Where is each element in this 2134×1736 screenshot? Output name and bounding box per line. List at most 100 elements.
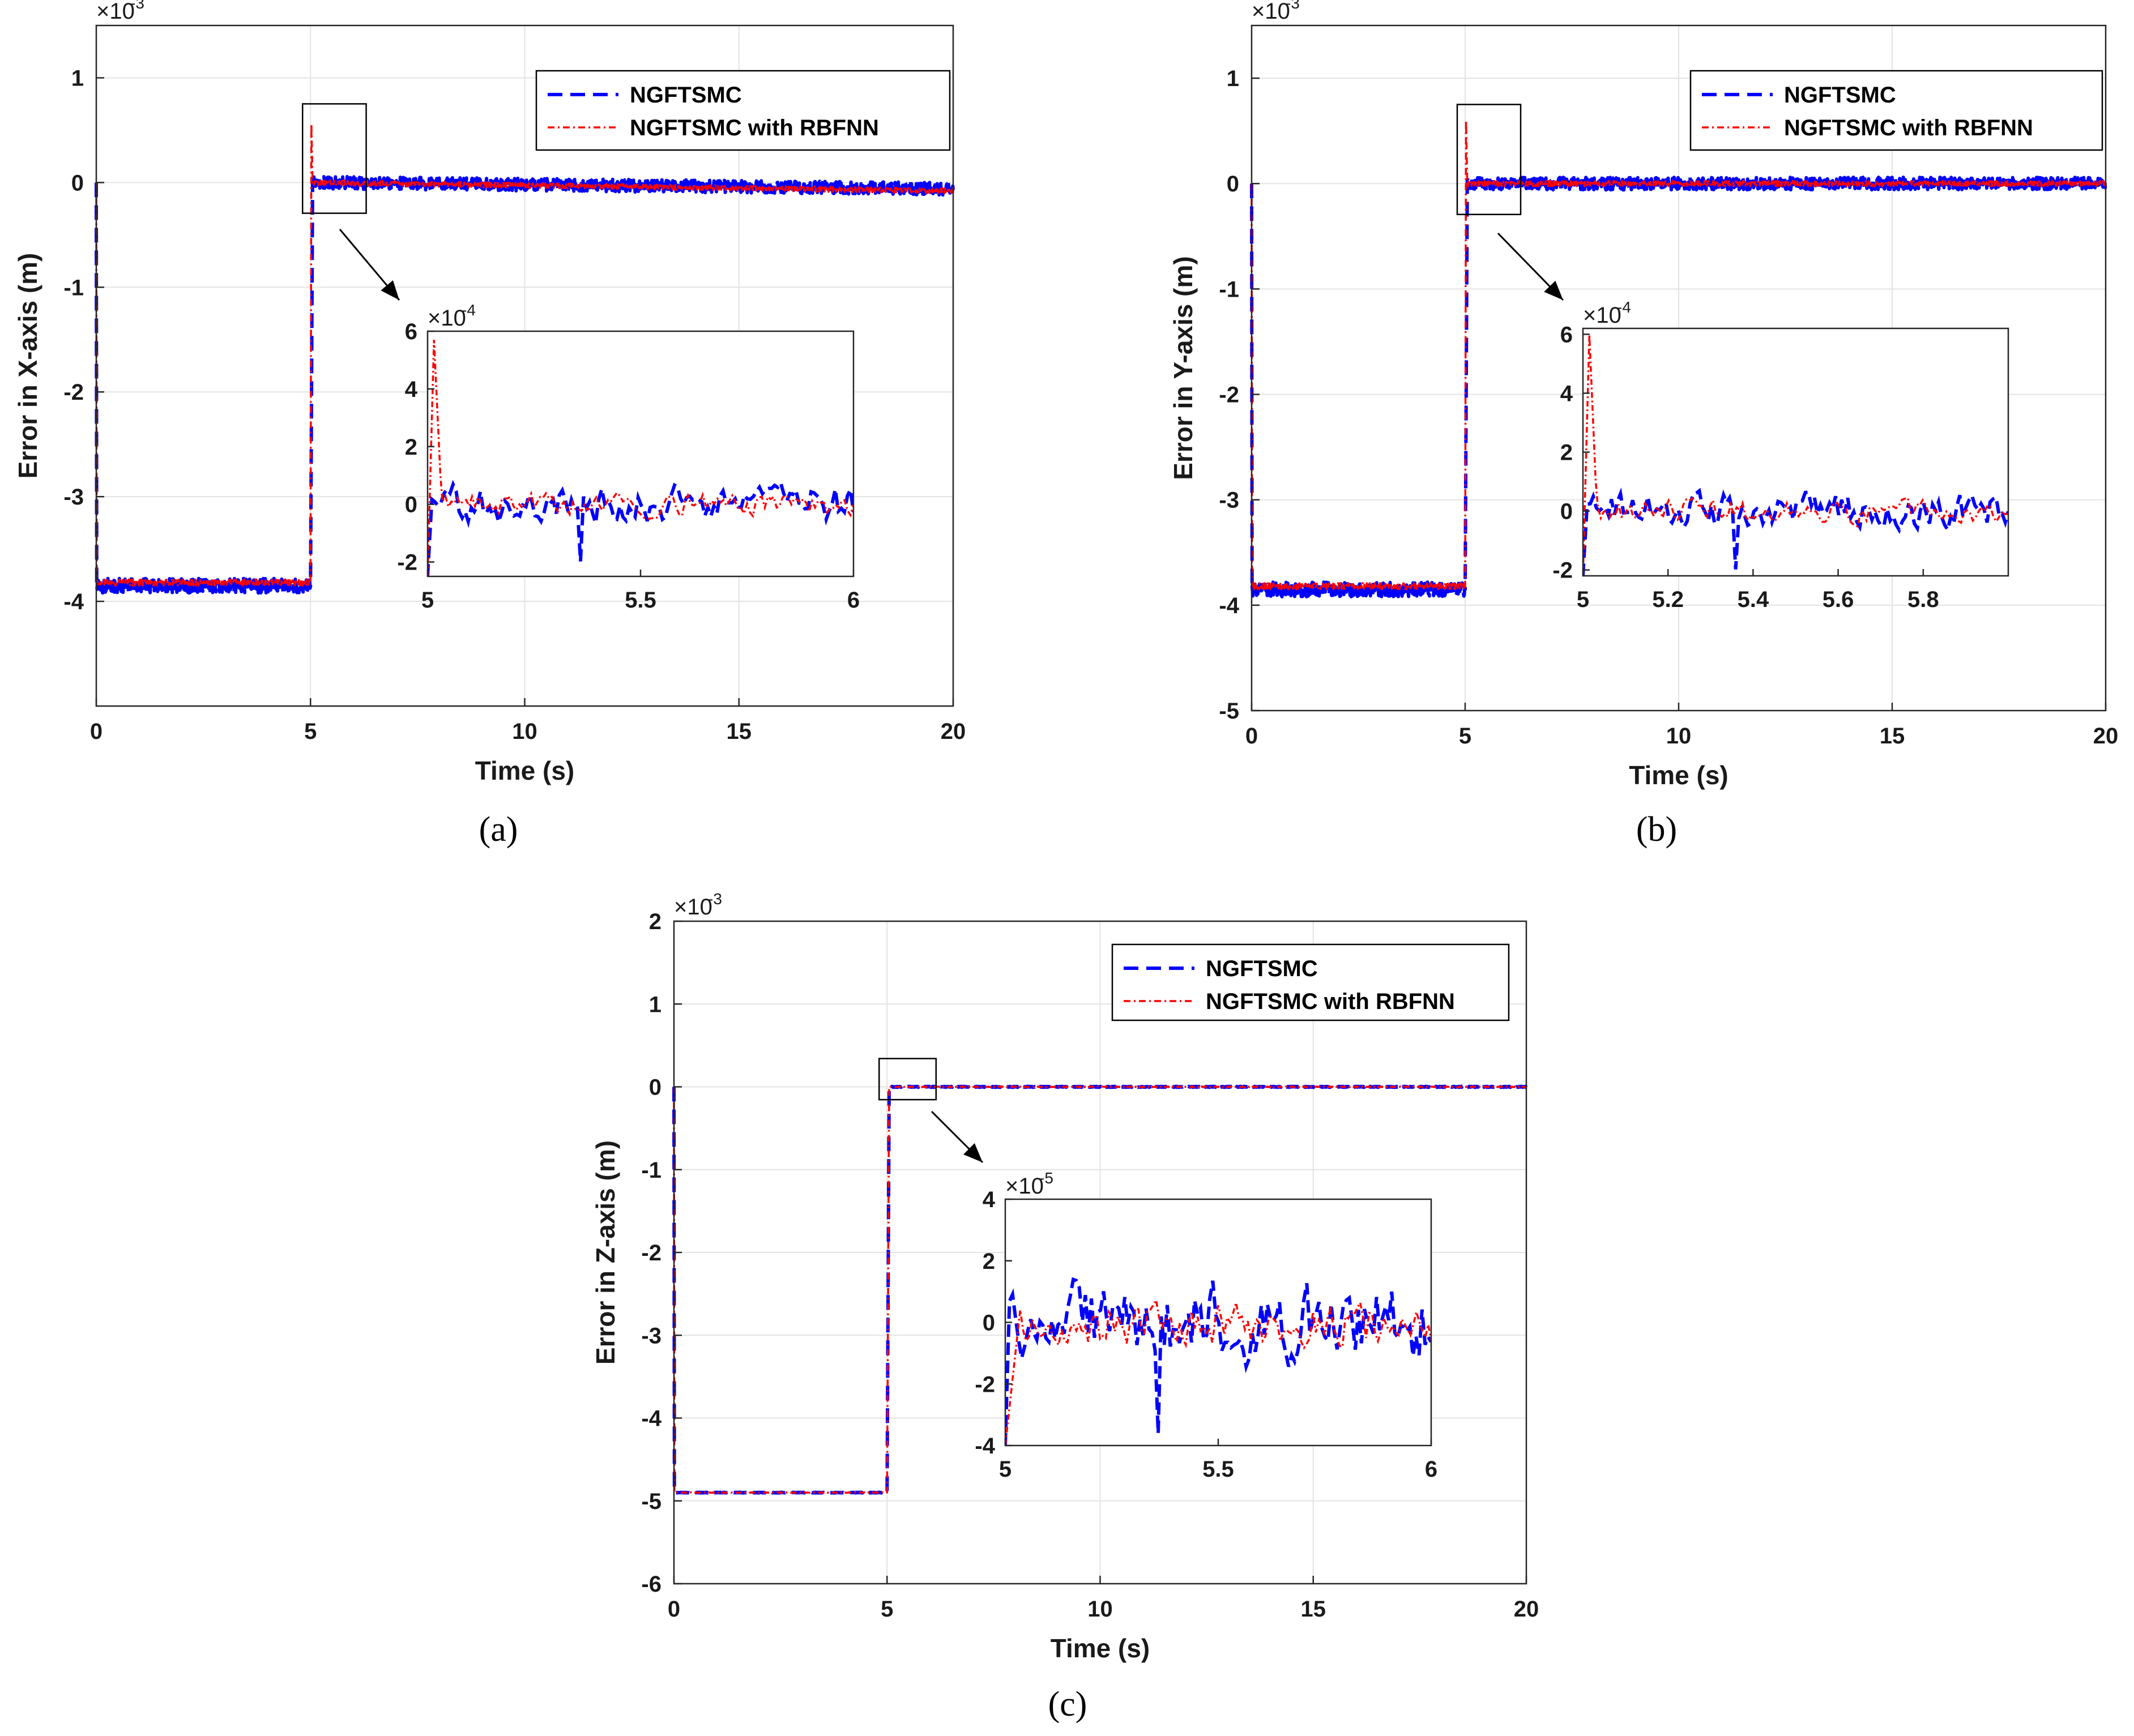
inset-x-tick-label: 5.6 xyxy=(1823,587,1854,612)
inset-y-tick-label: -2 xyxy=(1552,558,1573,583)
inset-b: 5 5.2 5.4 5.6 5.8 -2 0 2 4 6 ×10-4 xyxy=(1552,298,2009,612)
inset-x-tick-label: 5.5 xyxy=(625,588,656,613)
zoom-box xyxy=(878,1058,937,1101)
axis-multiplier: ×10 xyxy=(1252,0,1290,24)
y-tick-label: 1 xyxy=(71,66,84,91)
inset-y-tick-label: 4 xyxy=(983,1187,996,1212)
y-axis-label: Error in X-axis (m) xyxy=(13,253,42,479)
inset-x-tick-label: 5.8 xyxy=(1907,587,1939,612)
inset-exponent: -4 xyxy=(462,301,476,319)
inset-x-tick-label: 5.2 xyxy=(1652,587,1684,612)
y-tick-label: -5 xyxy=(1219,699,1239,724)
inset-rbfnn-line xyxy=(1005,1297,1431,1446)
inset-multiplier: ×10 xyxy=(1005,1174,1044,1199)
x-tick-label: 20 xyxy=(2093,724,2119,749)
x-axis-label: Time (s) xyxy=(1629,760,1728,790)
x-axis-label: Time (s) xyxy=(475,756,575,785)
legend: NGFTSMC NGFTSMC with RBFNN xyxy=(1111,943,1510,1021)
y-tick-label: 0 xyxy=(1227,172,1239,196)
inset-exponent: -5 xyxy=(1039,1169,1053,1187)
legend-rbfnn-label: NGFTSMC with RBFNN xyxy=(630,116,879,140)
legend-rbfnn-label: NGFTSMC with RBFNN xyxy=(1206,989,1455,1014)
axis-multiplier: ×10 xyxy=(96,0,135,24)
x-tick-label: 10 xyxy=(1666,724,1692,749)
inset-x-tick-label: 5 xyxy=(1577,587,1589,612)
figure-caption: (c) xyxy=(1048,1685,1087,1724)
y-tick-label: 0 xyxy=(649,1075,661,1100)
zoom-box xyxy=(302,103,367,214)
y-tick-label: 1 xyxy=(649,992,661,1017)
inset-y-tick-label: 2 xyxy=(405,435,417,460)
axis-multiplier: ×10 xyxy=(674,895,712,920)
y-tick-label: -4 xyxy=(63,589,84,614)
y-tick-label: -3 xyxy=(641,1323,661,1348)
inset-y-tick-label: 6 xyxy=(1560,322,1573,347)
x-tick-label: 15 xyxy=(727,719,752,744)
inset-a: 5 5.5 6 -2 0 2 4 6 ×10-4 xyxy=(397,301,860,613)
x-tick-label: 0 xyxy=(668,1597,680,1622)
inset-y-tick-label: 4 xyxy=(405,377,418,402)
legend-ngftsmc-label: NGFTSMC xyxy=(630,83,742,108)
zoom-arrow-head xyxy=(381,280,399,300)
inset-y-tick-label: -2 xyxy=(975,1372,995,1397)
inset-y-tick-label: 0 xyxy=(405,493,417,518)
series-ngftsmc-line xyxy=(95,175,955,595)
legend: NGFTSMC NGFTSMC with RBFNN xyxy=(535,70,951,151)
y-tick-label: 0 xyxy=(71,170,84,195)
inset-y-tick-label: 0 xyxy=(983,1311,995,1336)
series-rbfnn-line xyxy=(95,123,954,587)
y-tick-label: -3 xyxy=(1219,488,1239,513)
inset-exponent: -4 xyxy=(1617,298,1631,316)
y-tick-label: 1 xyxy=(1227,66,1239,91)
zoom-arrow-head xyxy=(963,1143,983,1162)
figure-caption: (b) xyxy=(1636,810,1677,849)
series-rbfnn-line xyxy=(673,1085,1527,1494)
axis-exponent: -3 xyxy=(130,0,144,12)
inset-y-tick-label: 6 xyxy=(405,319,417,344)
x-tick-label: 20 xyxy=(941,719,966,744)
legend-box xyxy=(535,70,951,151)
inset-y-tick-label: -4 xyxy=(975,1434,995,1459)
legend-ngftsmc-label: NGFTSMC xyxy=(1784,83,1896,108)
axis-exponent: -3 xyxy=(1286,0,1300,12)
x-tick-label: 10 xyxy=(512,719,537,744)
x-tick-label: 20 xyxy=(1514,1597,1539,1622)
y-tick-label: -1 xyxy=(63,275,84,300)
inset-background xyxy=(428,331,853,576)
x-axis-label: Time (s) xyxy=(1051,1634,1150,1663)
legend-box xyxy=(1111,943,1510,1021)
inset-x-tick-label: 5 xyxy=(421,588,434,613)
y-tick-label: -6 xyxy=(641,1572,661,1597)
y-tick-label: -2 xyxy=(1219,383,1239,408)
inset-x-tick-label: 5.4 xyxy=(1738,587,1769,612)
inset-y-tick-label: 0 xyxy=(1560,499,1573,524)
x-tick-label: 0 xyxy=(1245,724,1258,749)
y-axis-label: Error in Z-axis (m) xyxy=(591,1140,620,1365)
y-tick-label: -1 xyxy=(1219,277,1239,302)
zoom-arrow-head xyxy=(1544,280,1563,300)
y-tick-label: -3 xyxy=(63,485,84,510)
legend-box xyxy=(1689,70,2103,151)
inset-rbfnn-line xyxy=(1583,334,2008,576)
inset-y-tick-label: -2 xyxy=(397,550,417,575)
y-tick-label: -2 xyxy=(641,1241,661,1265)
y-tick-label: -4 xyxy=(1219,593,1239,618)
legend-rbfnn-label: NGFTSMC with RBFNN xyxy=(1784,116,2033,140)
inset-y-tick-label: 2 xyxy=(1560,441,1573,465)
x-tick-label: 5 xyxy=(881,1597,893,1622)
x-tick-label: 15 xyxy=(1880,724,1905,749)
inset-x-tick-label: 6 xyxy=(847,588,860,613)
x-tick-label: 15 xyxy=(1301,1597,1326,1622)
y-tick-label: -1 xyxy=(641,1158,661,1183)
inset-rbfnn-line xyxy=(428,340,853,576)
inset-c: 5 5.5 6 -4 -2 0 2 4 ×10-5 xyxy=(975,1169,1437,1482)
x-tick-label: 5 xyxy=(1459,724,1471,749)
axis-exponent: -3 xyxy=(708,890,722,908)
inset-x-tick-label: 5 xyxy=(999,1457,1011,1482)
inset-background xyxy=(1583,328,2008,576)
